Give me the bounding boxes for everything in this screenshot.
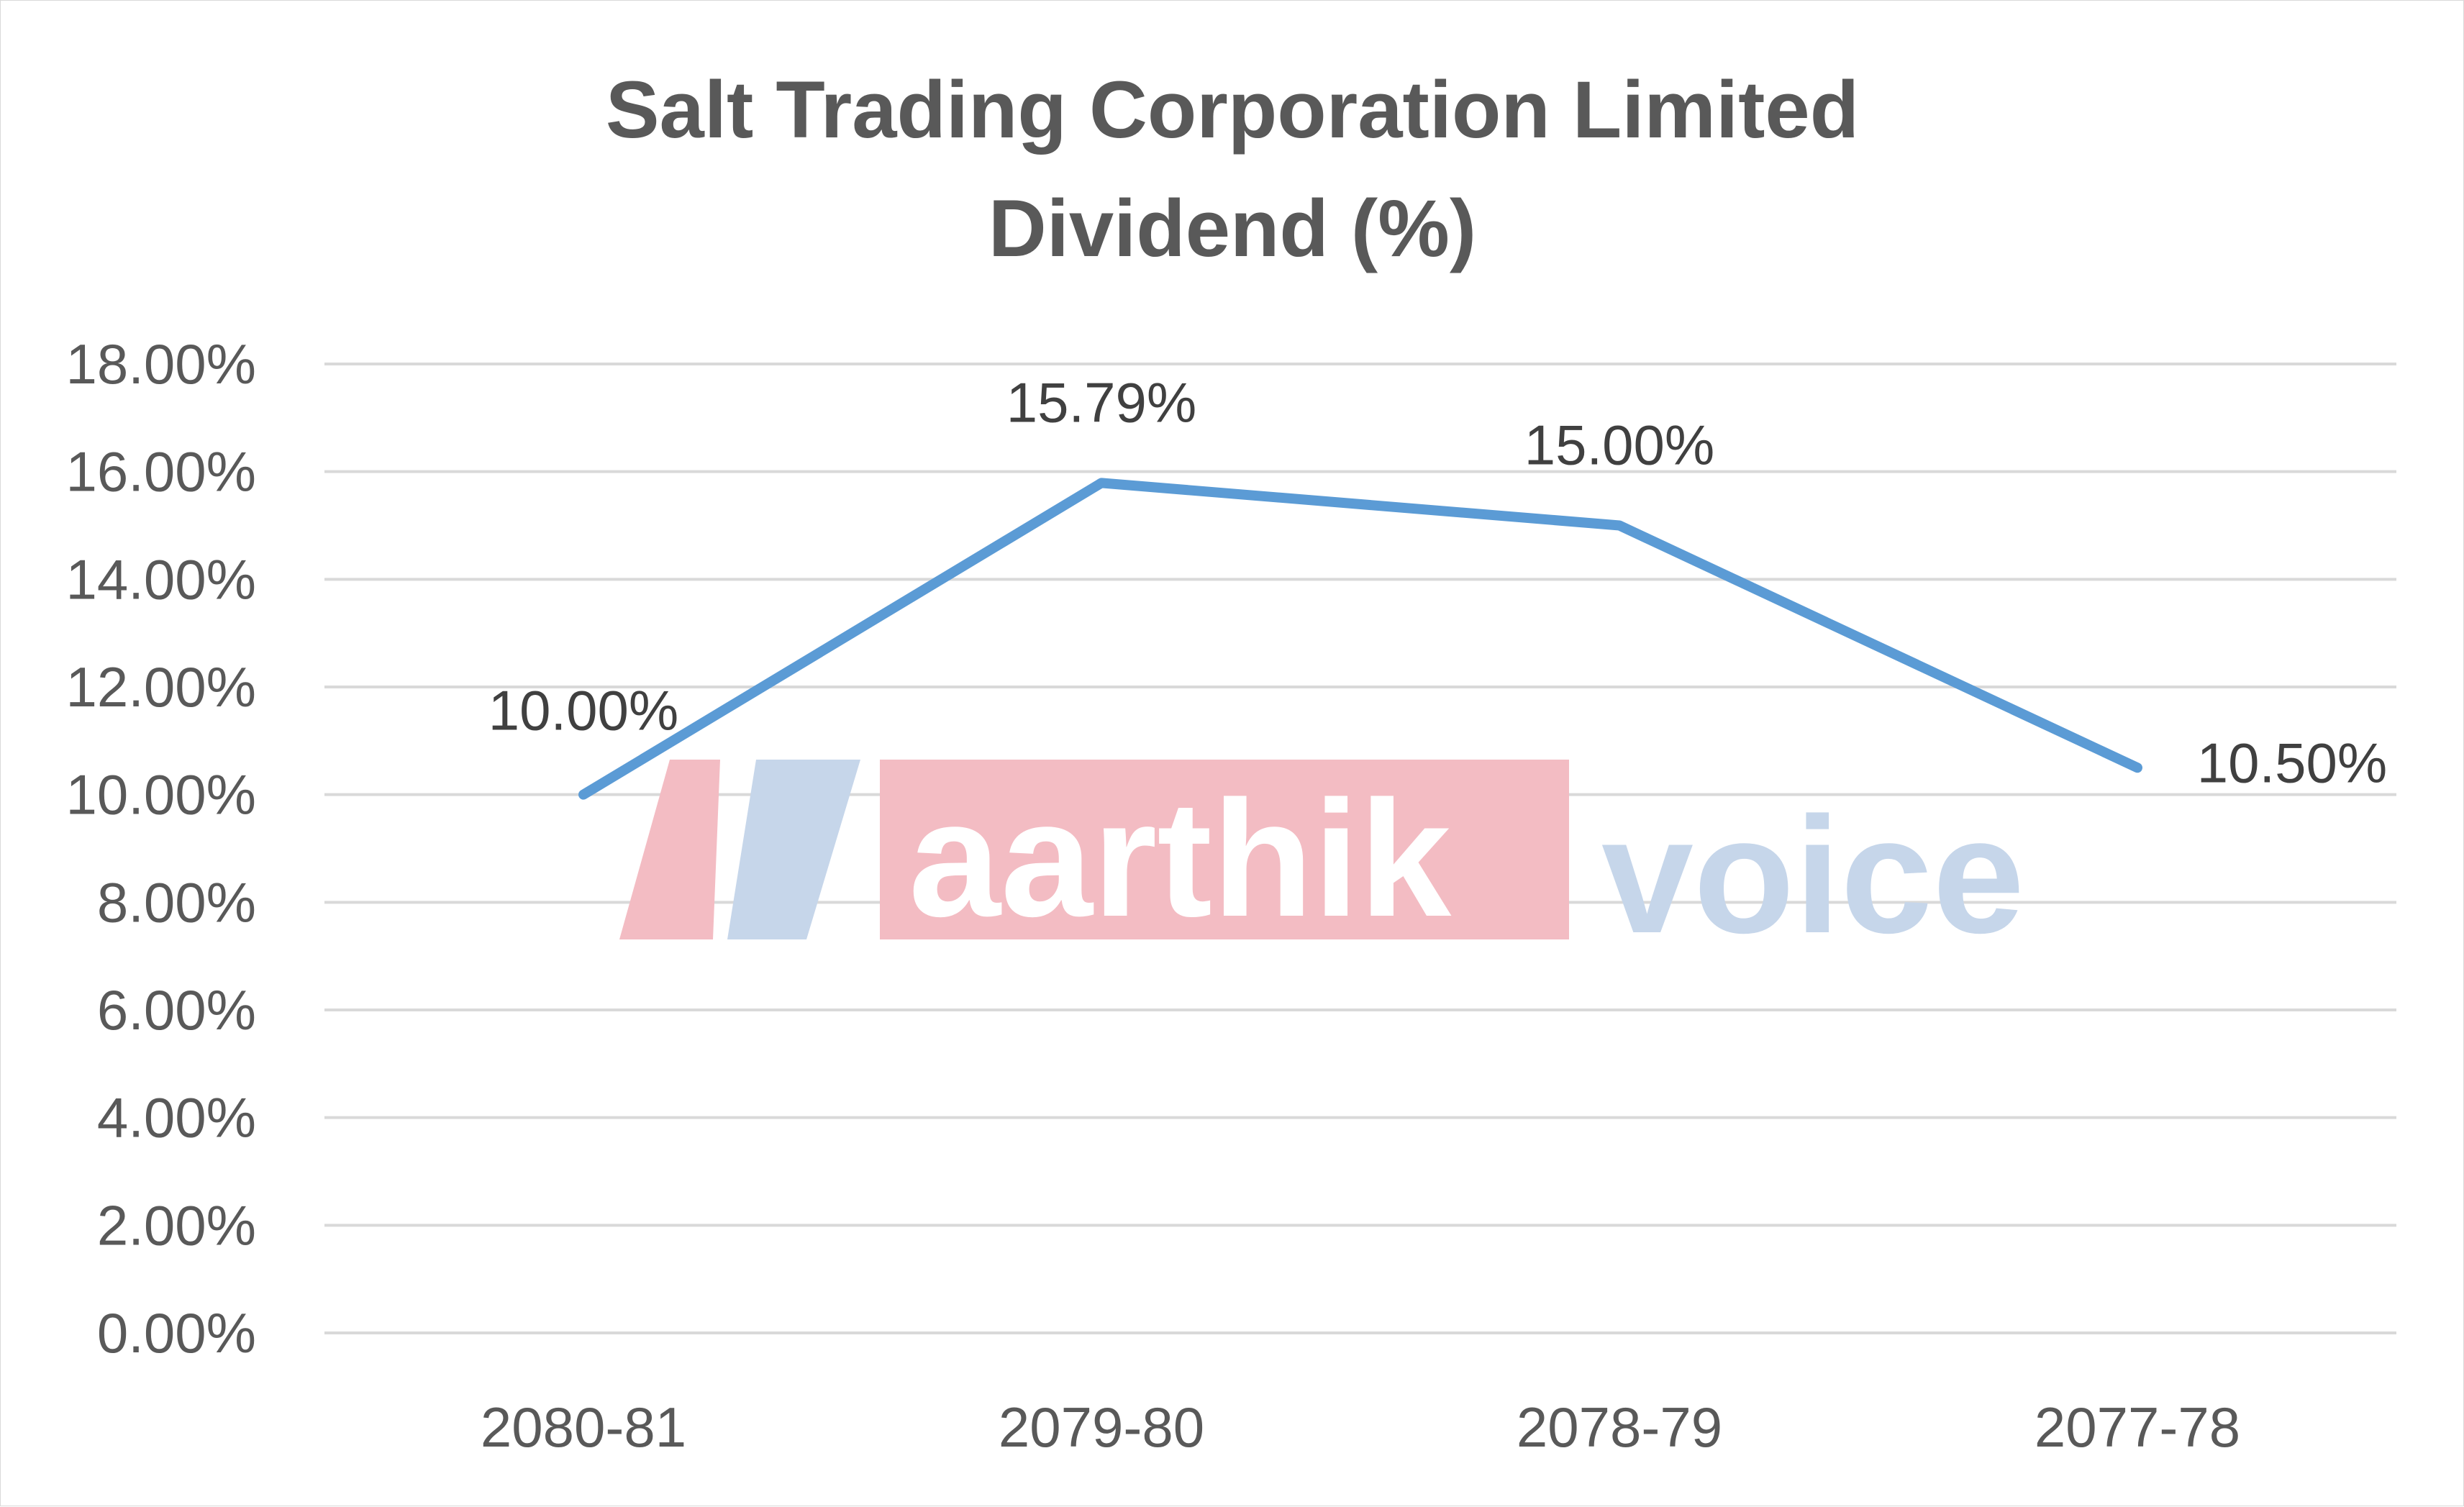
- y-tick-label: 18.00%: [65, 332, 256, 396]
- y-tick-label: 6.00%: [97, 978, 256, 1042]
- aarthik-voice-watermark: aarthik voice: [619, 760, 2024, 968]
- watermark-text-voice: voice: [1601, 783, 2024, 968]
- y-axis-tick-labels: 0.00% 2.00% 4.00% 6.00% 8.00% 10.00% 12.00% 14.…: [65, 332, 256, 1365]
- y-tick-label: 14.00%: [65, 547, 256, 611]
- series-line: [578, 478, 2142, 800]
- y-tick-label: 10.00%: [65, 763, 256, 827]
- x-tick-label: 2079-80: [999, 1396, 1204, 1459]
- data-label: 10.00%: [488, 679, 679, 742]
- y-tick-label: 16.00%: [65, 440, 256, 504]
- x-tick-label: 2077-78: [2035, 1396, 2240, 1459]
- y-tick-label: 2.00%: [97, 1193, 256, 1257]
- data-label: 15.00%: [1524, 414, 1715, 477]
- x-tick-label: 2078-79: [1517, 1396, 1722, 1459]
- y-tick-label: 12.00%: [65, 655, 256, 719]
- chart-title: Salt Trading Corporation Limited Dividen…: [606, 65, 1859, 273]
- y-tick-label: 4.00%: [97, 1086, 256, 1149]
- chart-title-line-1: Salt Trading Corporation Limited: [606, 65, 1859, 155]
- data-label: 10.50%: [2197, 731, 2388, 794]
- x-axis-tick-labels: 2080-81 2079-80 2078-79 2077-78: [481, 1396, 2240, 1459]
- watermark-red-box: [880, 760, 1569, 939]
- x-tick-label: 2080-81: [481, 1396, 686, 1459]
- chart-title-line-2: Dividend (%): [988, 183, 1476, 273]
- series-line-path: [578, 478, 2142, 800]
- data-label: 15.79%: [1006, 370, 1197, 434]
- y-tick-label: 8.00%: [97, 870, 256, 934]
- data-labels: 10.00% 15.79% 15.00% 10.50%: [488, 370, 2388, 794]
- av-logo-icon: [619, 760, 860, 939]
- y-tick-label: 0.00%: [97, 1301, 256, 1365]
- watermark-text-aarthik: aarthik: [909, 766, 1452, 951]
